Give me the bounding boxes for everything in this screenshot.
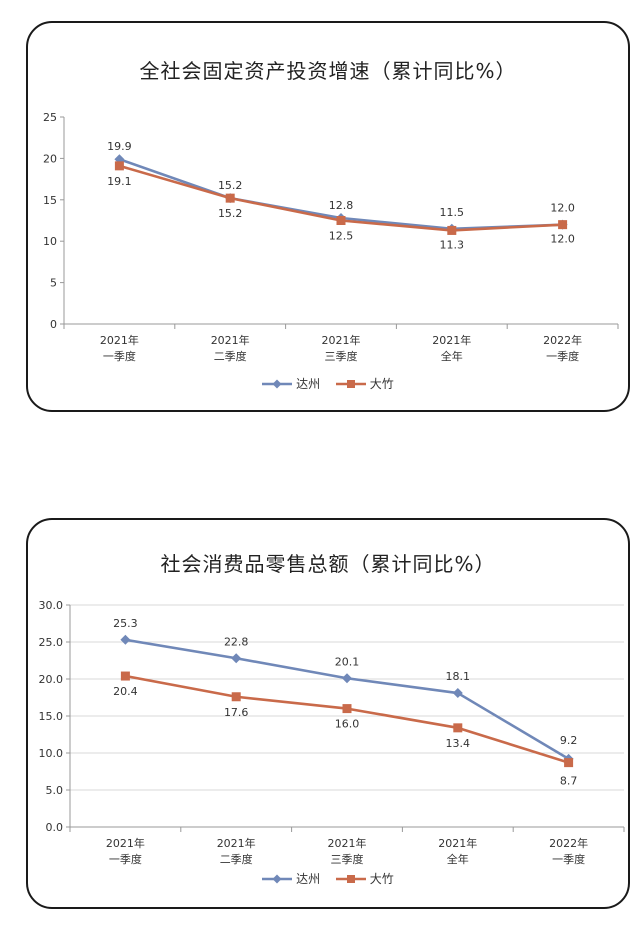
data-label: 12.5 — [329, 230, 354, 243]
y-tick-label: 10.0 — [39, 747, 64, 760]
y-tick-label: 20.0 — [39, 673, 64, 686]
x-tick-label: 一季度 — [103, 349, 136, 363]
data-label: 20.4 — [113, 685, 137, 698]
data-point-dazhou — [231, 653, 242, 664]
data-label: 9.2 — [560, 734, 578, 747]
x-tick-label: 2021年 — [328, 836, 367, 850]
data-label: 11.5 — [440, 206, 465, 219]
data-label: 17.6 — [224, 706, 249, 719]
y-tick-label: 30.0 — [39, 599, 64, 612]
legend-label: 大竹 — [369, 872, 394, 886]
data-label: 15.2 — [218, 207, 243, 220]
y-tick-label: 5 — [50, 277, 57, 290]
y-tick-label: 15 — [43, 194, 57, 207]
x-tick-label: 三季度 — [325, 349, 358, 363]
x-tick-label: 2021年 — [106, 836, 145, 850]
data-label: 12.0 — [550, 233, 575, 246]
data-label: 18.1 — [446, 670, 471, 683]
x-tick-label: 全年 — [447, 852, 469, 866]
data-label: 20.1 — [335, 655, 360, 668]
legend-marker-diamond-icon — [262, 874, 293, 883]
data-label: 19.9 — [107, 140, 131, 153]
y-tick-label: 20 — [43, 152, 57, 165]
x-tick-label: 2021年 — [438, 836, 477, 850]
y-tick-label: 15.0 — [39, 710, 64, 723]
y-tick-label: 0 — [50, 318, 57, 331]
retail-sales-chart-panel: 社会消费品零售总额（累计同比%） 0.0 5.0 10.0 15.0 20.0 25.0 3… — [26, 518, 630, 909]
data-point-dazhu — [453, 723, 463, 733]
x-tick-label: 三季度 — [331, 852, 364, 866]
data-label: 13.4 — [446, 737, 471, 750]
legend-item-dazhu: 大竹 — [335, 870, 394, 887]
data-point-dazhu — [225, 193, 235, 203]
data-point-dazhu — [342, 704, 352, 714]
data-label: 11.3 — [440, 238, 465, 251]
data-label: 19.1 — [107, 175, 131, 188]
x-tick-label: 2021年 — [211, 333, 250, 347]
legend-label: 达州 — [296, 872, 321, 886]
x-tick-label: 2021年 — [100, 333, 139, 347]
legend-item-dazhou: 达州 — [262, 870, 320, 887]
x-tick-label: 二季度 — [220, 852, 253, 866]
chart-title: 社会消费品零售总额（累计同比%） — [160, 552, 496, 576]
legend-label: 达州 — [296, 377, 321, 391]
data-point-dazhu — [558, 220, 568, 230]
data-point-dazhou — [452, 688, 463, 699]
legend-marker-square-icon — [335, 379, 366, 388]
data-point-dazhu — [114, 161, 124, 171]
y-tick-label: 25.0 — [39, 636, 64, 649]
data-label: 8.7 — [560, 775, 578, 788]
data-label: 12.8 — [329, 199, 354, 212]
x-tick-label: 一季度 — [552, 852, 585, 866]
data-label: 15.2 — [218, 179, 243, 192]
x-tick-label: 2021年 — [432, 333, 471, 347]
data-point-dazhu — [564, 758, 574, 768]
chart-legend: 达州 大竹 — [28, 870, 628, 887]
data-label: 22.8 — [224, 635, 249, 648]
investment-chart-panel: 全社会固定资产投资增速（累计同比%） 0 5 10 15 20 25 2021年一季度 202… — [26, 21, 630, 412]
data-point-dazhou — [342, 673, 352, 684]
legend-label: 大竹 — [369, 377, 394, 391]
x-tick-label: 2022年 — [543, 333, 582, 347]
chart-legend: 达州 大竹 — [28, 375, 628, 392]
x-tick-label: 一季度 — [546, 349, 579, 363]
data-point-dazhu — [120, 671, 130, 681]
x-tick-label: 全年 — [441, 349, 463, 363]
legend-marker-square-icon — [335, 874, 366, 883]
y-tick-label: 10 — [43, 235, 57, 248]
x-tick-label: 2022年 — [549, 836, 588, 850]
y-tick-label: 5.0 — [46, 784, 64, 797]
x-tick-label: 2021年 — [217, 836, 256, 850]
data-point-dazhu — [231, 692, 241, 702]
y-tick-label: 0.0 — [46, 821, 64, 834]
data-label: 25.3 — [113, 617, 137, 630]
legend-marker-diamond-icon — [262, 379, 293, 388]
y-tick-label: 25 — [43, 111, 57, 124]
x-tick-label: 2021年 — [322, 333, 361, 347]
legend-item-dazhou: 达州 — [262, 375, 320, 392]
data-point-dazhou — [120, 634, 131, 645]
data-label: 12.0 — [550, 202, 575, 215]
data-label: 16.0 — [335, 718, 360, 731]
data-point-dazhu — [336, 216, 346, 225]
x-tick-label: 一季度 — [109, 852, 142, 866]
chart-title: 全社会固定资产投资增速（累计同比%） — [139, 59, 517, 83]
legend-item-dazhu: 大竹 — [335, 375, 394, 392]
x-tick-label: 二季度 — [214, 349, 247, 363]
data-point-dazhu — [447, 225, 457, 235]
